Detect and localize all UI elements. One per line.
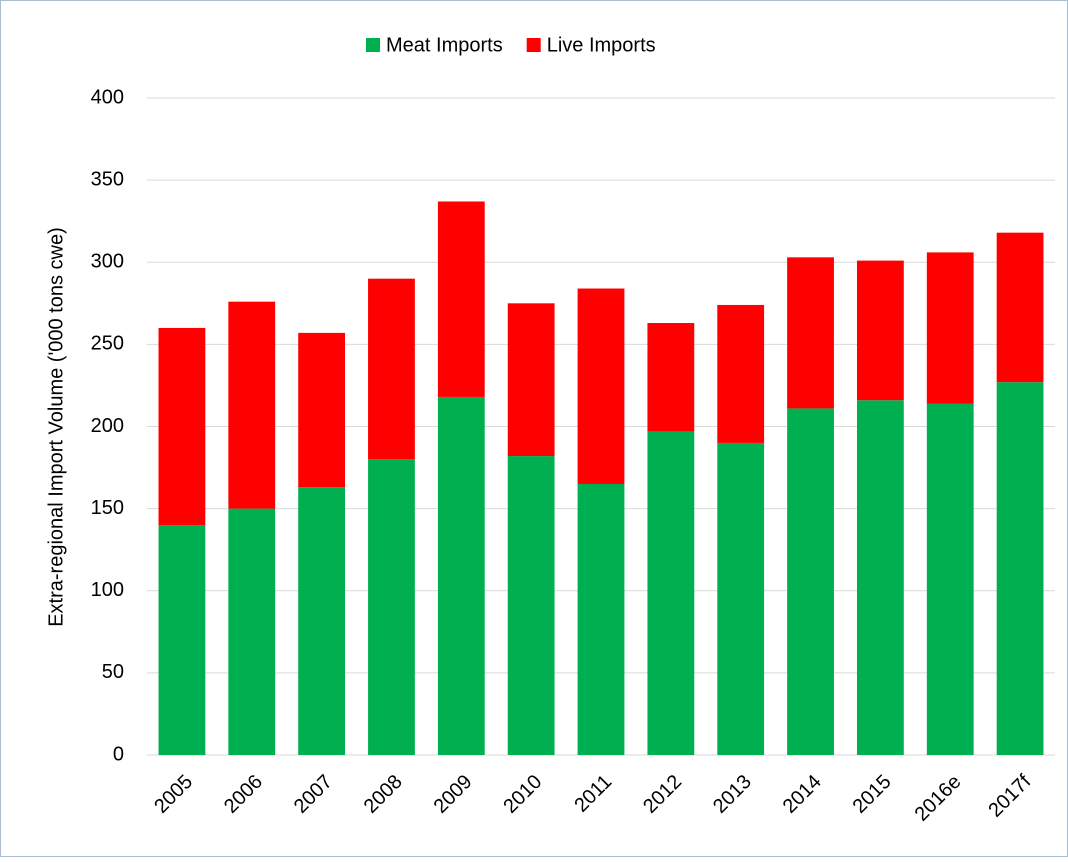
bar-segment <box>717 442 765 755</box>
bar-segment <box>787 257 834 409</box>
bar-segment <box>717 304 765 443</box>
bar-segment <box>228 301 276 509</box>
bar-segment <box>647 431 695 755</box>
y-tick-label: 150 <box>91 497 124 519</box>
bar-segment <box>228 508 276 755</box>
bar-segment <box>507 456 555 755</box>
bar-segment <box>926 403 974 755</box>
y-tick-label: 100 <box>91 579 124 601</box>
y-tick-label: 250 <box>91 333 124 355</box>
bar-segment <box>996 232 1044 383</box>
bar-segment <box>298 332 346 488</box>
y-axis-label: Extra-regional Import Volume ('000 tons … <box>45 227 67 627</box>
bar-segment <box>298 487 346 755</box>
bar-segment <box>437 396 485 755</box>
bar-segment <box>577 288 625 484</box>
legend-swatch <box>366 38 380 52</box>
legend: Meat Imports Live Imports <box>366 34 656 56</box>
y-tick-label: 50 <box>102 661 124 683</box>
bar-segment <box>647 323 695 432</box>
bar-segment <box>158 327 206 526</box>
bar-segment <box>437 201 485 397</box>
legend-swatch <box>526 38 541 52</box>
bar-segment <box>158 525 206 755</box>
bar-segment <box>577 483 625 755</box>
bar-segment <box>507 303 555 457</box>
bar-segment <box>368 459 415 755</box>
legend-label: Live Imports <box>547 34 656 56</box>
y-tick-label: 400 <box>91 86 124 108</box>
bar-segment <box>926 252 974 404</box>
bar-segment <box>996 382 1044 755</box>
legend-label: Meat Imports <box>386 34 503 56</box>
bar-segment <box>787 408 834 755</box>
bar-segment <box>368 278 415 460</box>
bars <box>158 201 1044 755</box>
y-tick-label: 200 <box>91 415 124 437</box>
y-tick-label: 0 <box>113 743 124 765</box>
bar-segment <box>856 400 904 755</box>
y-tick-label: 300 <box>91 251 124 273</box>
y-tick-label: 350 <box>91 168 124 190</box>
bar-segment <box>856 260 904 401</box>
